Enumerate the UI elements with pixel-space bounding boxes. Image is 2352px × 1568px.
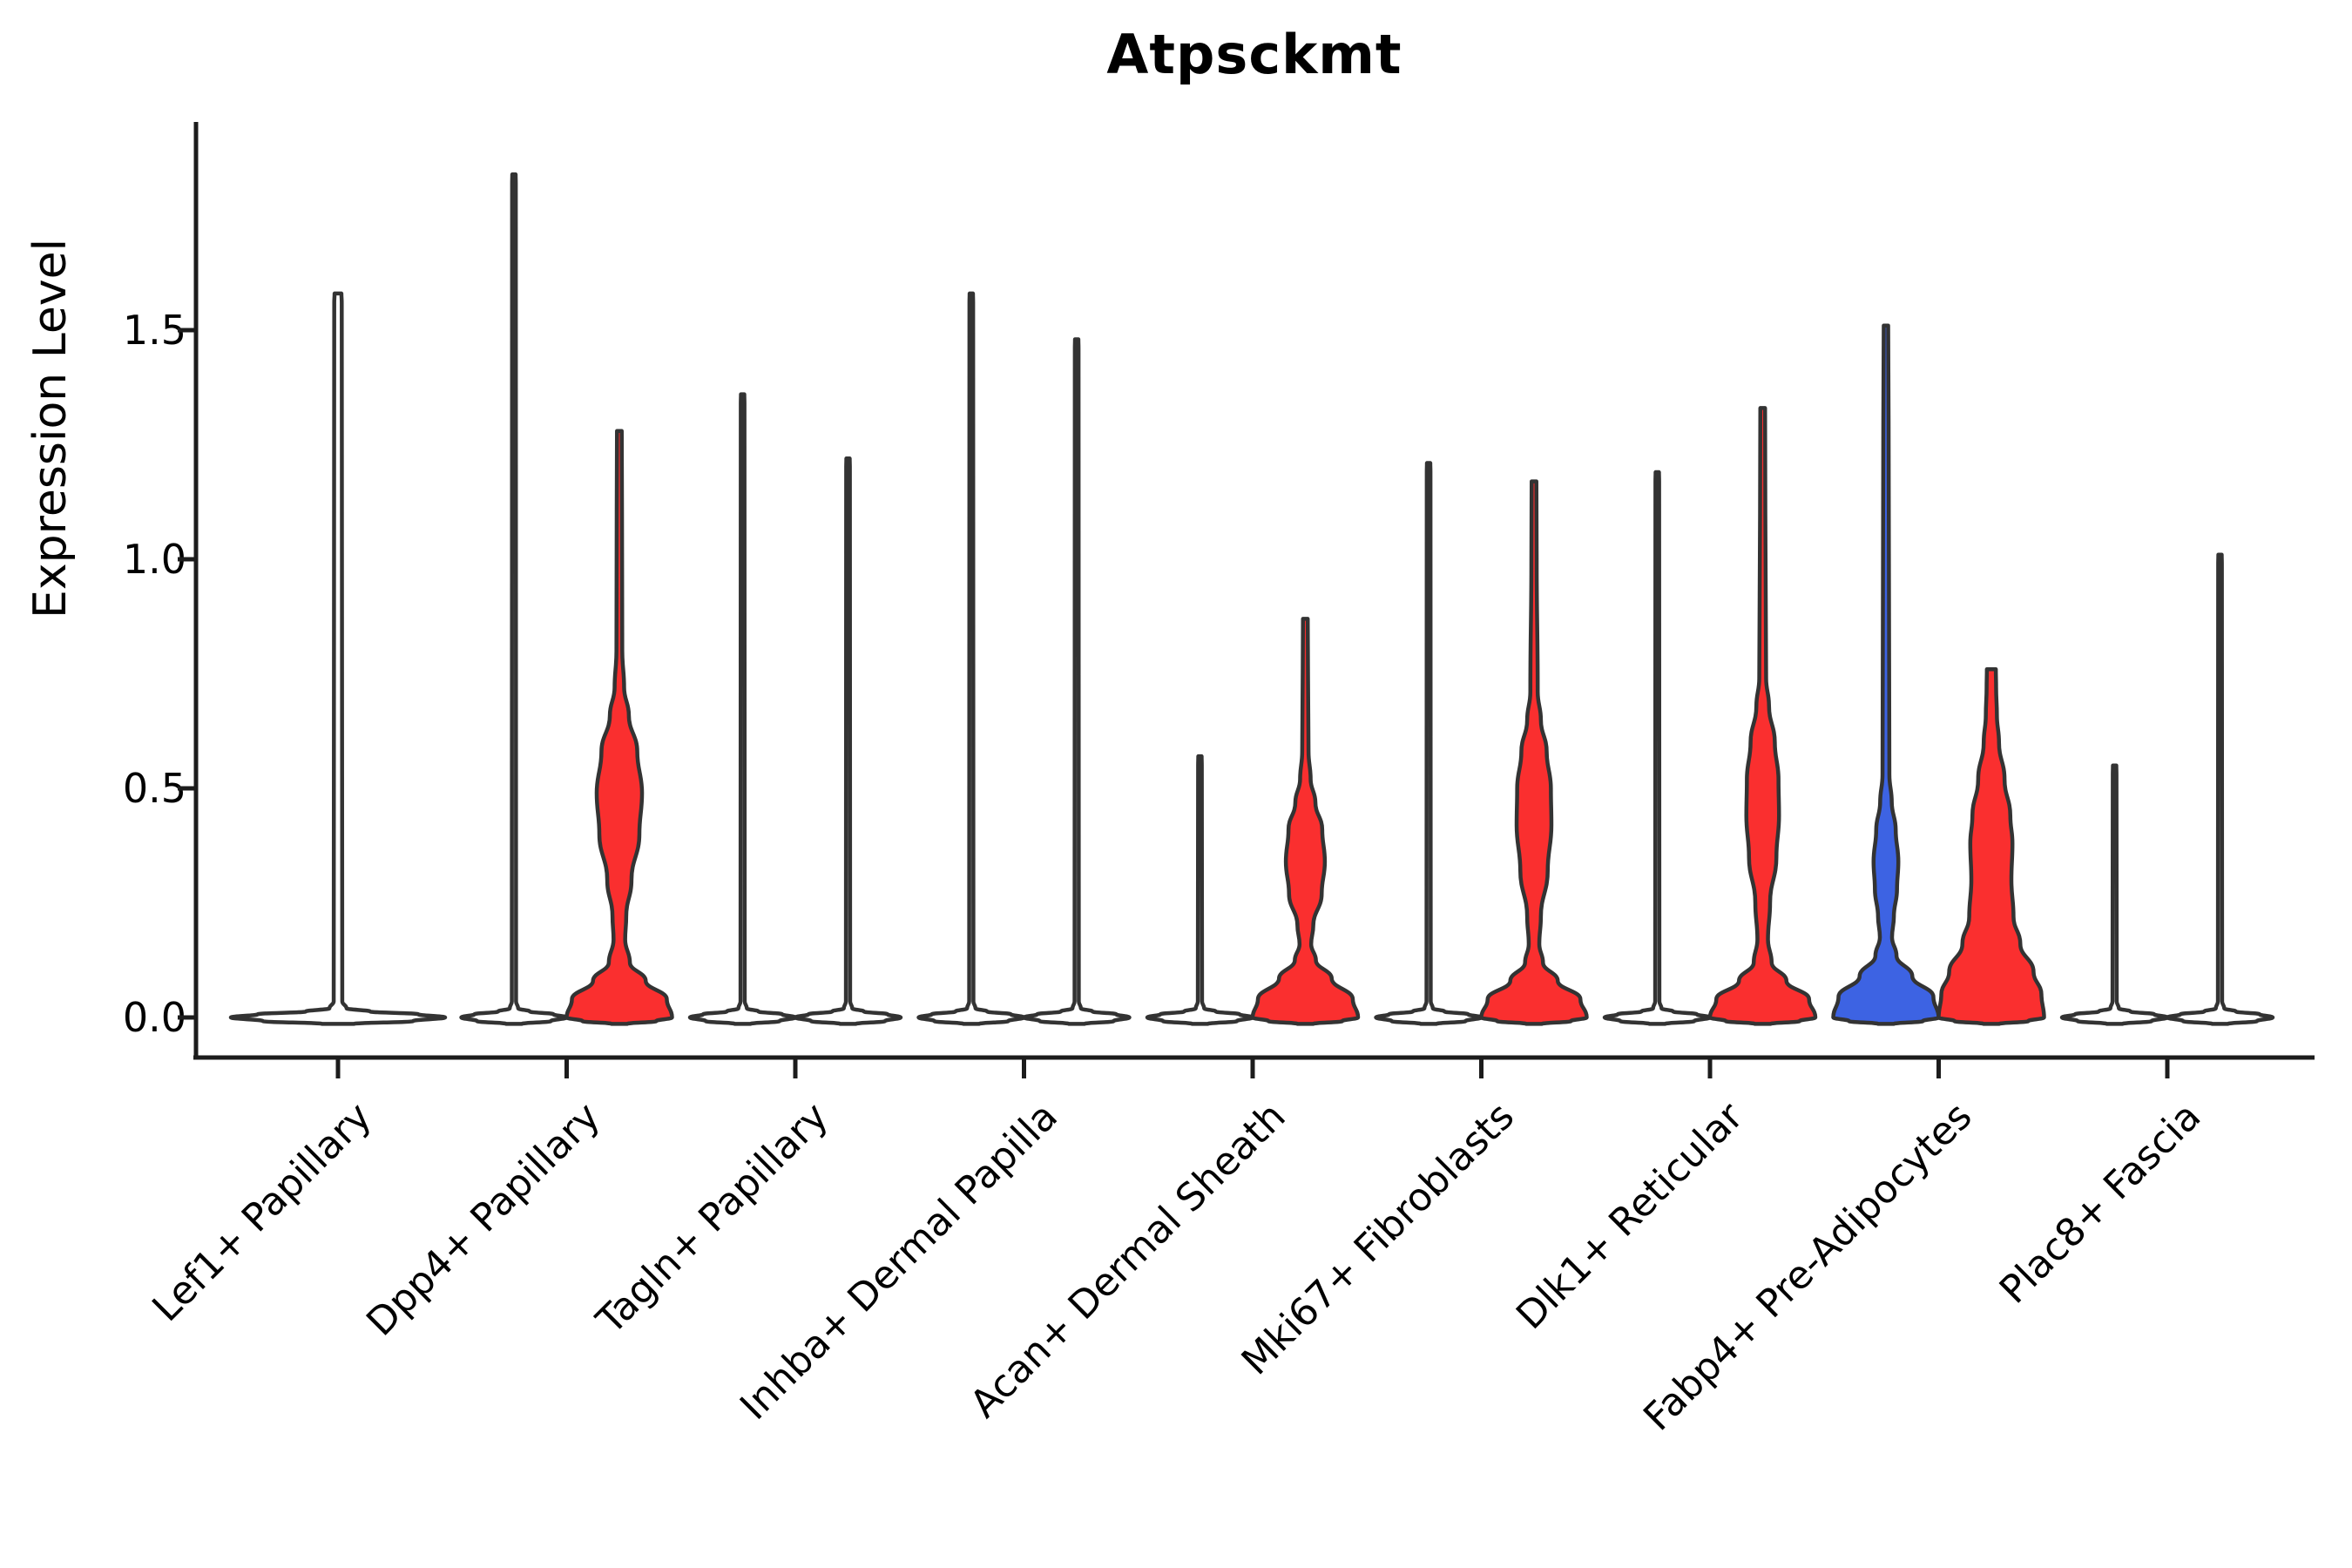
y-tick-label: 0.5 bbox=[122, 765, 186, 812]
violin-dpp4-papillary-left bbox=[459, 172, 569, 1026]
violin-mki67-fibroblasts-left bbox=[1374, 461, 1484, 1026]
y-tick-label: 1.0 bbox=[122, 536, 186, 583]
violin-dlk1-reticular-left bbox=[1602, 470, 1713, 1026]
violin-mki67-fibroblasts-right bbox=[1479, 479, 1589, 1026]
y-tick-label: 1.5 bbox=[122, 307, 186, 354]
violin-acan-dermal-sheath-right bbox=[1250, 617, 1361, 1026]
violin-inhba-dermal-papilla-left bbox=[916, 291, 1026, 1026]
violin-inhba-dermal-papilla-right bbox=[1022, 337, 1132, 1026]
violin-lef1-papillary-center bbox=[228, 291, 448, 1026]
violin-acan-dermal-sheath-left bbox=[1145, 754, 1255, 1026]
violin-dpp4-papillary-right bbox=[564, 429, 674, 1026]
y-tick-label: 0.0 bbox=[122, 994, 186, 1041]
violin-dlk1-reticular-right bbox=[1707, 406, 1818, 1026]
violin-tagln-papillary-left bbox=[687, 392, 798, 1026]
violin-tagln-papillary-right bbox=[793, 456, 903, 1026]
violin-fabp4-pre-adipocytes-left bbox=[1831, 323, 1941, 1026]
violin-plac8-fascia-right bbox=[2165, 552, 2275, 1026]
violin-fabp4-pre-adipocytes-right bbox=[1936, 666, 2046, 1026]
chart-title: Atpsckmt bbox=[1106, 23, 1402, 86]
violin-plac8-fascia-left bbox=[2059, 763, 2170, 1026]
